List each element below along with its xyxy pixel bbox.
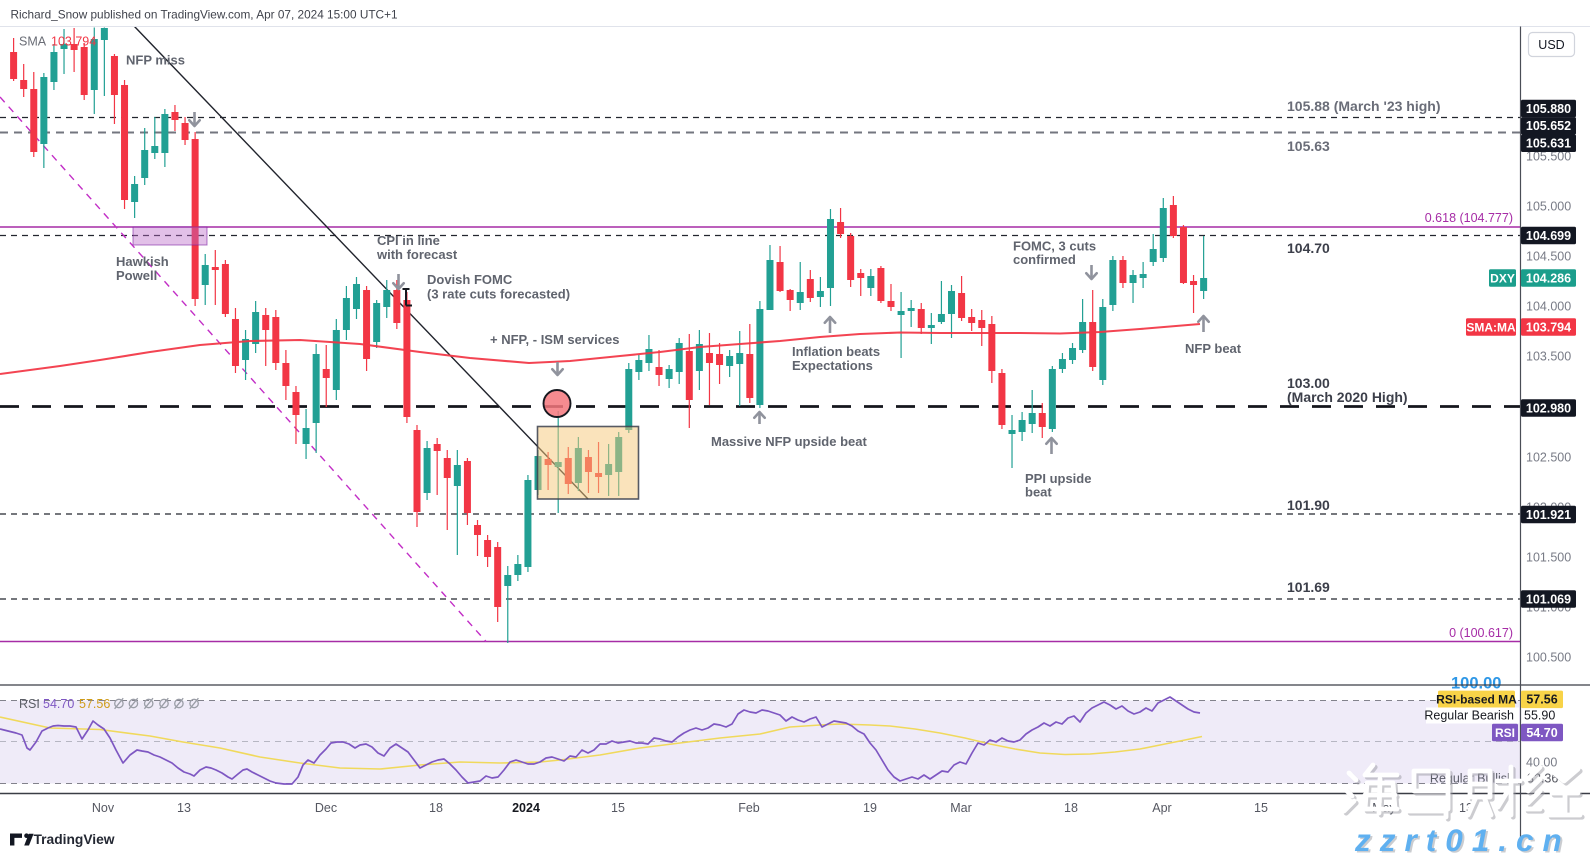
svg-text:54.70: 54.70 bbox=[1526, 726, 1557, 740]
svg-text:SMA: SMA bbox=[19, 35, 47, 49]
svg-text:(3 rate cuts forecasted): (3 rate cuts forecasted) bbox=[427, 287, 570, 302]
svg-text:104.286: 104.286 bbox=[1526, 271, 1571, 285]
svg-text:Massive NFP upside beat: Massive NFP upside beat bbox=[711, 434, 867, 449]
svg-text:101.921: 101.921 bbox=[1526, 508, 1571, 522]
svg-text:102.980: 102.980 bbox=[1526, 401, 1571, 415]
svg-text:with forecast: with forecast bbox=[376, 247, 458, 262]
svg-text:105.88 (March '23 high): 105.88 (March '23 high) bbox=[1287, 98, 1441, 114]
svg-text:104.699: 104.699 bbox=[1526, 229, 1571, 243]
svg-text:zzrt01.cn: zzrt01.cn bbox=[1356, 824, 1573, 858]
svg-text:TradingView: TradingView bbox=[34, 832, 115, 847]
svg-text:101.500: 101.500 bbox=[1526, 551, 1571, 565]
svg-text:DXY: DXY bbox=[1490, 271, 1515, 285]
svg-text:105.63: 105.63 bbox=[1287, 138, 1330, 154]
svg-text:100.00: 100.00 bbox=[1451, 675, 1501, 693]
svg-text:105.652: 105.652 bbox=[1526, 119, 1571, 133]
svg-text:CPI in line: CPI in line bbox=[377, 233, 440, 248]
svg-text:Richard_Snow published on Trad: Richard_Snow published on TradingView.co… bbox=[11, 8, 398, 22]
svg-text:57.56: 57.56 bbox=[79, 697, 110, 711]
svg-text:18: 18 bbox=[429, 801, 443, 815]
svg-text:100.500: 100.500 bbox=[1526, 651, 1571, 665]
svg-text:105.631: 105.631 bbox=[1526, 137, 1571, 151]
svg-text:103.00: 103.00 bbox=[1287, 375, 1330, 391]
svg-text:104.70: 104.70 bbox=[1287, 240, 1330, 256]
svg-text:NFP miss: NFP miss bbox=[126, 53, 185, 68]
svg-text:105.000: 105.000 bbox=[1526, 200, 1571, 214]
svg-text:104.500: 104.500 bbox=[1526, 250, 1571, 264]
svg-text:2024: 2024 bbox=[512, 801, 540, 815]
svg-text:RSI: RSI bbox=[1495, 726, 1515, 740]
svg-text:57.56: 57.56 bbox=[1526, 693, 1557, 707]
svg-text:101.90: 101.90 bbox=[1287, 497, 1330, 513]
svg-text:zzrt01.cn: zzrt01.cn bbox=[1354, 822, 1571, 857]
svg-text:101.69: 101.69 bbox=[1287, 579, 1330, 595]
svg-text:40.00: 40.00 bbox=[1526, 756, 1557, 770]
svg-text:Mar: Mar bbox=[950, 801, 972, 815]
svg-text:55.90: 55.90 bbox=[1524, 709, 1555, 723]
svg-text:0.618 (104.777): 0.618 (104.777) bbox=[1425, 211, 1513, 225]
svg-text:105.500: 105.500 bbox=[1526, 150, 1571, 164]
svg-text:Regular Bearish: Regular Bearish bbox=[1424, 709, 1514, 723]
svg-text:(March 2020 High): (March 2020 High) bbox=[1287, 389, 1408, 405]
svg-text:105.880: 105.880 bbox=[1526, 102, 1571, 116]
svg-text:54.70: 54.70 bbox=[43, 697, 74, 711]
svg-text:PPI upside: PPI upside bbox=[1025, 471, 1091, 486]
svg-text:Nov: Nov bbox=[92, 801, 115, 815]
svg-text:0 (100.617): 0 (100.617) bbox=[1449, 626, 1513, 640]
svg-text:beat: beat bbox=[1025, 485, 1052, 500]
svg-text:Feb: Feb bbox=[738, 801, 760, 815]
svg-text:Apr: Apr bbox=[1152, 801, 1171, 815]
svg-text:103.794: 103.794 bbox=[1526, 320, 1571, 334]
svg-text:101.069: 101.069 bbox=[1526, 592, 1571, 606]
svg-text:15: 15 bbox=[1254, 801, 1268, 815]
svg-text:18: 18 bbox=[1064, 801, 1078, 815]
svg-text:104.000: 104.000 bbox=[1526, 300, 1571, 314]
svg-text:Expectations: Expectations bbox=[792, 358, 873, 373]
svg-text:SMA:MA: SMA:MA bbox=[1466, 320, 1516, 334]
svg-text:Dec: Dec bbox=[315, 801, 337, 815]
svg-text:confirmed: confirmed bbox=[1013, 252, 1076, 267]
svg-text:Hawkish: Hawkish bbox=[116, 254, 169, 269]
svg-text:NFP beat: NFP beat bbox=[1185, 341, 1242, 356]
svg-text:103.794: 103.794 bbox=[51, 35, 96, 49]
svg-text:13: 13 bbox=[177, 801, 191, 815]
svg-text:RSI: RSI bbox=[19, 697, 40, 711]
svg-text:RSI-based MA: RSI-based MA bbox=[1436, 693, 1517, 707]
svg-text:19: 19 bbox=[863, 801, 877, 815]
svg-text:Dovish FOMC: Dovish FOMC bbox=[427, 272, 513, 287]
svg-text:FOMC, 3 cuts: FOMC, 3 cuts bbox=[1013, 239, 1096, 254]
svg-text:+ NFP, - ISM services: + NFP, - ISM services bbox=[490, 332, 619, 347]
svg-text:Inflation beats: Inflation beats bbox=[792, 344, 880, 359]
svg-text:USD: USD bbox=[1538, 38, 1564, 52]
svg-text:15: 15 bbox=[611, 801, 625, 815]
svg-text:Powell: Powell bbox=[116, 268, 157, 283]
svg-text:103.500: 103.500 bbox=[1526, 350, 1571, 364]
svg-text:102.500: 102.500 bbox=[1526, 451, 1571, 465]
